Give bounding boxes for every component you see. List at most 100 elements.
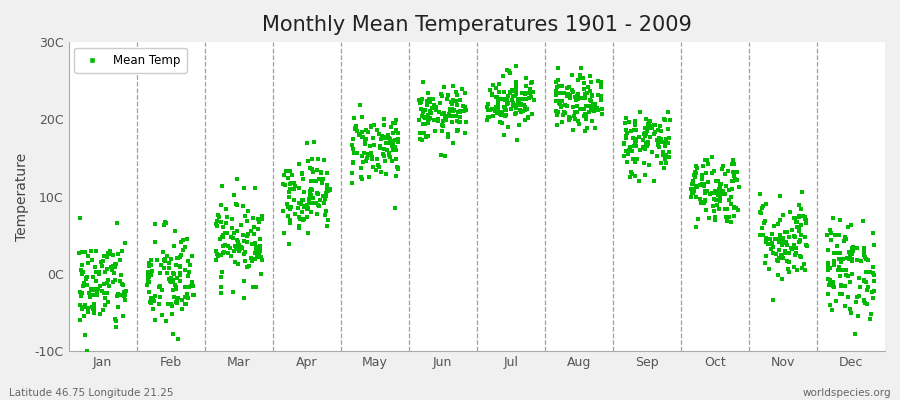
Point — [225, 216, 239, 222]
Point — [793, 237, 807, 244]
Point — [756, 202, 770, 209]
Point — [355, 114, 369, 120]
Point — [94, 283, 108, 289]
Point — [230, 228, 244, 234]
Point — [561, 91, 575, 98]
Point — [832, 217, 847, 223]
Point — [100, 254, 114, 260]
Point — [866, 230, 880, 236]
Point — [186, 282, 201, 289]
Point — [305, 166, 320, 172]
Point — [454, 97, 468, 103]
Point — [173, 264, 187, 270]
Point — [514, 109, 528, 115]
Point — [841, 273, 855, 280]
Point — [105, 267, 120, 274]
Point — [652, 123, 667, 129]
Point — [319, 190, 333, 196]
Point — [88, 268, 103, 275]
Point — [616, 153, 631, 160]
Point — [390, 163, 404, 170]
Point — [151, 284, 166, 290]
Point — [590, 107, 605, 113]
Point — [154, 261, 168, 268]
Point — [315, 180, 329, 186]
Point — [450, 127, 464, 133]
Point — [176, 237, 190, 243]
Point — [726, 173, 741, 180]
Point — [213, 235, 228, 242]
Point — [208, 248, 222, 254]
Point — [294, 197, 309, 203]
Point — [553, 97, 567, 104]
Point — [346, 159, 360, 165]
Point — [302, 192, 317, 198]
Point — [352, 131, 366, 137]
Point — [140, 269, 155, 276]
Point — [152, 294, 166, 300]
Point — [148, 239, 162, 246]
Point — [583, 103, 598, 109]
Point — [238, 249, 252, 255]
Point — [304, 192, 319, 198]
Point — [759, 201, 773, 208]
Point — [146, 306, 160, 312]
Point — [389, 147, 403, 154]
Point — [794, 232, 808, 238]
Point — [585, 117, 599, 124]
Point — [157, 222, 171, 228]
Point — [842, 255, 856, 262]
Point — [775, 276, 789, 282]
Point — [144, 256, 158, 263]
Point — [84, 248, 98, 254]
Point — [236, 232, 250, 238]
Point — [362, 174, 376, 180]
Point — [416, 121, 430, 127]
Point — [320, 183, 334, 189]
Point — [619, 127, 634, 134]
Point — [517, 102, 531, 108]
Point — [385, 139, 400, 145]
Point — [577, 106, 591, 112]
Point — [250, 225, 265, 232]
Point — [584, 107, 598, 114]
Point — [347, 114, 362, 121]
Point — [516, 108, 530, 114]
Point — [80, 348, 94, 354]
Point — [698, 200, 712, 206]
Point — [316, 176, 330, 182]
Point — [283, 181, 297, 187]
Point — [420, 90, 435, 96]
Point — [788, 215, 802, 221]
Point — [292, 214, 307, 221]
Point — [73, 215, 87, 221]
Point — [372, 164, 386, 170]
Point — [562, 115, 577, 122]
Point — [142, 260, 157, 266]
Point — [725, 157, 740, 164]
Point — [622, 147, 636, 153]
Point — [370, 126, 384, 133]
Point — [699, 157, 714, 163]
Point — [228, 243, 242, 249]
Point — [148, 293, 162, 299]
Point — [435, 128, 449, 134]
Point — [684, 194, 698, 200]
Point — [320, 170, 334, 176]
Point — [234, 244, 248, 250]
Point — [689, 165, 704, 171]
Point — [252, 250, 266, 256]
Point — [232, 246, 247, 252]
Point — [775, 242, 789, 248]
Point — [755, 225, 770, 231]
Point — [171, 255, 185, 262]
Point — [456, 108, 471, 114]
Point — [848, 331, 862, 338]
Point — [377, 116, 392, 122]
Point — [436, 122, 450, 128]
Point — [75, 270, 89, 277]
Point — [548, 98, 562, 104]
Point — [448, 89, 463, 95]
Point — [712, 185, 726, 192]
Point — [491, 100, 505, 106]
